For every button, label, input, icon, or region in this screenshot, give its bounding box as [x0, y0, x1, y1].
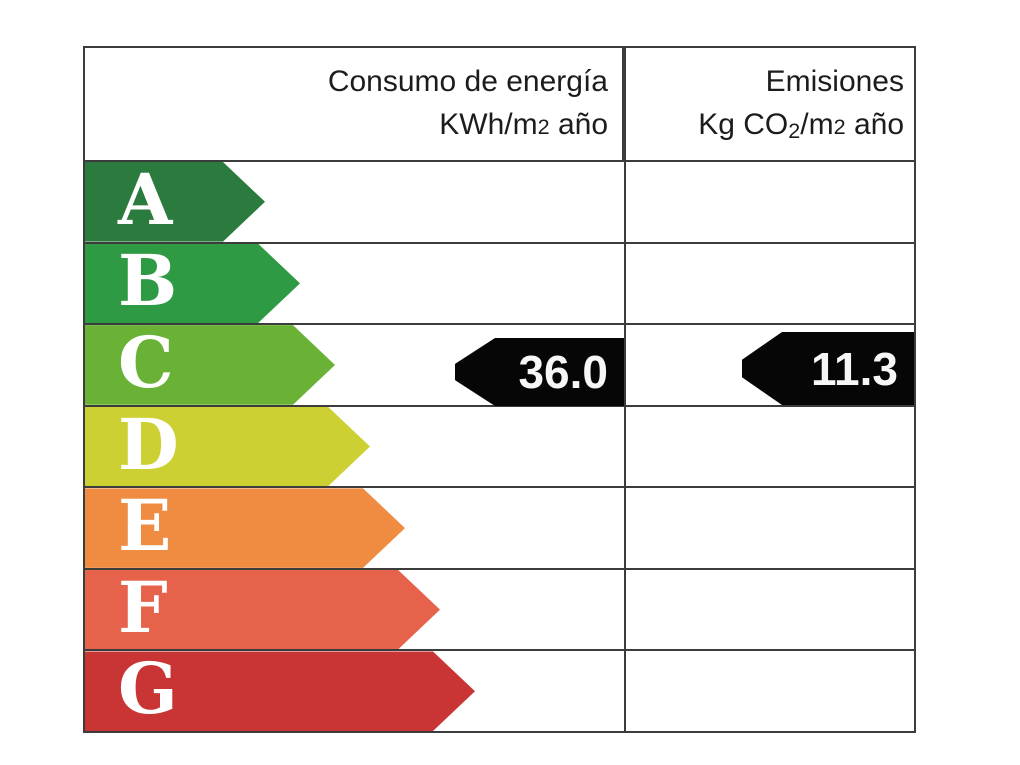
rating-arrow-a: A	[85, 162, 265, 242]
rating-letter-g: G	[118, 647, 178, 731]
emissions-header-line1: Emisiones	[765, 65, 904, 99]
energy-header-line1: Consumo de energía	[327, 65, 608, 99]
rating-arrow-b: B	[85, 244, 300, 324]
table-header: Consumo de energía KWh/m2 año Emisiones …	[85, 48, 914, 162]
rating-letter-f: F	[118, 565, 168, 649]
rating-row-b: B	[85, 244, 914, 326]
energy-rating-table: Consumo de energía KWh/m2 año Emisiones …	[83, 46, 916, 733]
rating-rows: A B C D E F	[85, 162, 914, 731]
rating-row-d: D	[85, 407, 914, 489]
rating-row-g: G	[85, 651, 914, 731]
rating-arrow-d: D	[85, 407, 370, 487]
rating-arrow-e: E	[85, 488, 405, 568]
rating-letter-d: D	[118, 402, 179, 486]
energy-column-header: Consumo de energía KWh/m2 año	[85, 48, 624, 160]
rating-letter-a: A	[118, 157, 173, 241]
energy-value-arrow: 36.0	[455, 338, 624, 406]
emissions-value-arrow: 11.3	[742, 332, 914, 405]
emissions-column-header: Emisiones Kg CO2/m2 año	[624, 48, 914, 160]
rating-row-a: A	[85, 162, 914, 244]
rating-row-c: C	[85, 325, 914, 407]
rating-arrow-f: F	[85, 570, 440, 650]
rating-letter-c: C	[118, 320, 174, 404]
rating-letter-b: B	[118, 239, 178, 323]
emissions-value: 11.3	[811, 342, 898, 395]
emissions-header-line2: Kg CO2/m2 año	[698, 108, 904, 143]
rating-arrow-g: G	[85, 651, 475, 731]
rating-row-f: F	[85, 570, 914, 652]
column-divider	[624, 48, 626, 731]
energy-header-line2: KWh/m2 año	[439, 108, 608, 141]
rating-letter-e: E	[118, 484, 172, 568]
energy-value: 36.0	[518, 346, 608, 398]
rating-row-e: E	[85, 488, 914, 570]
rating-arrow-c: C	[85, 325, 335, 405]
